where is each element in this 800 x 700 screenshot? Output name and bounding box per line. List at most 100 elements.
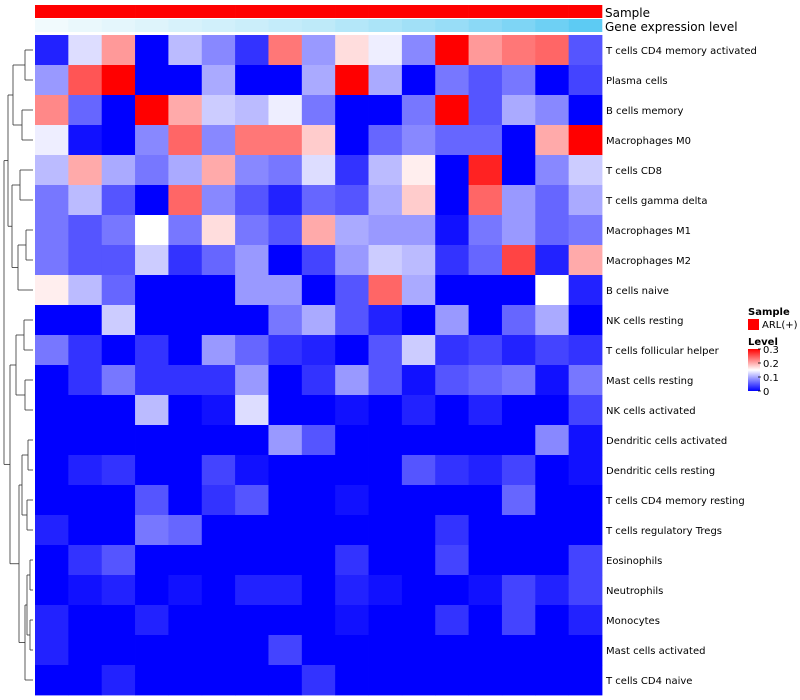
- heatmap-cell: [101, 185, 136, 216]
- heatmap-cell: [68, 125, 103, 156]
- heatmap-cell: [368, 545, 403, 576]
- heatmap-cell: [135, 215, 169, 246]
- heatmap-cell: [568, 515, 603, 546]
- heatmap-cell: [35, 665, 69, 696]
- heatmap-cell: [468, 575, 503, 606]
- sample-annotation-cell: [301, 5, 336, 18]
- heatmap-cell: [235, 575, 269, 606]
- heatmap-cell: [468, 185, 503, 216]
- heatmap-cell: [201, 605, 236, 636]
- heatmap-cell: [201, 515, 236, 546]
- heatmap-cell: [535, 305, 570, 336]
- heatmap-cell: [168, 575, 203, 606]
- heatmap-cell: [368, 35, 403, 66]
- heatmap-cell: [435, 545, 469, 576]
- heatmap-cell: [201, 215, 236, 246]
- heatmap-cell: [368, 305, 403, 336]
- heatmap-cell: [335, 125, 369, 156]
- heatmap-cell: [335, 575, 369, 606]
- heatmap-cell: [235, 455, 269, 486]
- heatmap-cell: [401, 665, 436, 696]
- gene-expression-annotation-cell: [368, 19, 403, 32]
- heatmap-cell: [35, 95, 69, 126]
- heatmap-cell: [135, 395, 169, 426]
- sample-annotation-cell: [435, 5, 469, 18]
- heatmap-cell: [168, 365, 203, 396]
- heatmap-cell: [301, 455, 336, 486]
- heatmap-cell: [468, 305, 503, 336]
- legend-tick-label: 0.2: [763, 359, 779, 370]
- heatmap-cell: [35, 335, 69, 366]
- heatmap-cell: [535, 665, 570, 696]
- heatmap-cell: [268, 275, 303, 306]
- heatmap-cell: [201, 455, 236, 486]
- heatmap-cell: [235, 365, 269, 396]
- heatmap-cell: [501, 155, 536, 186]
- gene-expression-annotation-cell: [101, 19, 136, 32]
- heatmap-cell: [401, 395, 436, 426]
- heatmap-cell: [68, 185, 103, 216]
- heatmap-cell: [368, 425, 403, 456]
- heatmap-cell: [401, 545, 436, 576]
- heatmap-cell: [335, 185, 369, 216]
- heatmap-cell: [101, 155, 136, 186]
- gene-expression-annotation-track: [35, 19, 603, 32]
- heatmap-cell: [201, 275, 236, 306]
- heatmap-cell: [235, 395, 269, 426]
- heatmap-cell: [501, 215, 536, 246]
- heatmap-cell: [201, 245, 236, 276]
- heatmap-cell: [68, 275, 103, 306]
- heatmap-cell: [201, 35, 236, 66]
- heatmap-cell: [435, 605, 469, 636]
- heatmap-cell: [401, 365, 436, 396]
- heatmap-cell: [168, 425, 203, 456]
- sample-annotation-cell: [168, 5, 203, 18]
- heatmap-cell: [368, 635, 403, 666]
- heatmap-cell: [401, 455, 436, 486]
- heatmap-cell: [168, 275, 203, 306]
- heatmap-cell: [501, 365, 536, 396]
- row-label: Eosinophils: [606, 556, 662, 567]
- heatmap-cell: [68, 95, 103, 126]
- heatmap-cell: [368, 155, 403, 186]
- legend-tick-label: 0: [763, 387, 769, 398]
- heatmap-cell: [135, 605, 169, 636]
- heatmap-cell: [168, 635, 203, 666]
- heatmap-cell: [301, 485, 336, 516]
- heatmap-cell: [568, 95, 603, 126]
- heatmap-cell: [268, 35, 303, 66]
- sample-annotation-cell: [101, 5, 136, 18]
- heatmap-cell: [535, 515, 570, 546]
- heatmap-cell: [235, 515, 269, 546]
- heatmap-cell: [235, 485, 269, 516]
- heatmap-cell: [501, 605, 536, 636]
- heatmap-cell: [135, 245, 169, 276]
- heatmap-cell: [268, 425, 303, 456]
- sample-annotation-track: [35, 5, 603, 18]
- legend-level-ticks: 0.3 0.2 0.1 0: [758, 345, 779, 398]
- heatmap-cell: [401, 635, 436, 666]
- heatmap-cell: [168, 215, 203, 246]
- heatmap-cell: [35, 155, 69, 186]
- heatmap-cell: [468, 605, 503, 636]
- heatmap-cell: [68, 425, 103, 456]
- gene-expression-annotation-cell: [301, 19, 336, 32]
- heatmap-cell: [501, 425, 536, 456]
- heatmap-cell: [468, 665, 503, 696]
- heatmap-cell: [568, 545, 603, 576]
- heatmap-cell: [35, 545, 69, 576]
- heatmap-cell: [168, 155, 203, 186]
- heatmap-cell: [435, 245, 469, 276]
- heatmap-cell: [368, 605, 403, 636]
- row-label: T cells CD8: [605, 166, 662, 177]
- heatmap-cell: [568, 485, 603, 516]
- gene-expression-annotation-cell: [268, 19, 303, 32]
- heatmap-cell: [135, 335, 169, 366]
- heatmap-cell: [535, 215, 570, 246]
- heatmap-cell: [68, 215, 103, 246]
- heatmap-cell: [368, 365, 403, 396]
- heatmap-cell: [268, 515, 303, 546]
- heatmap-cell: [468, 455, 503, 486]
- heatmap-cell: [435, 125, 469, 156]
- heatmap-cell: [201, 65, 236, 96]
